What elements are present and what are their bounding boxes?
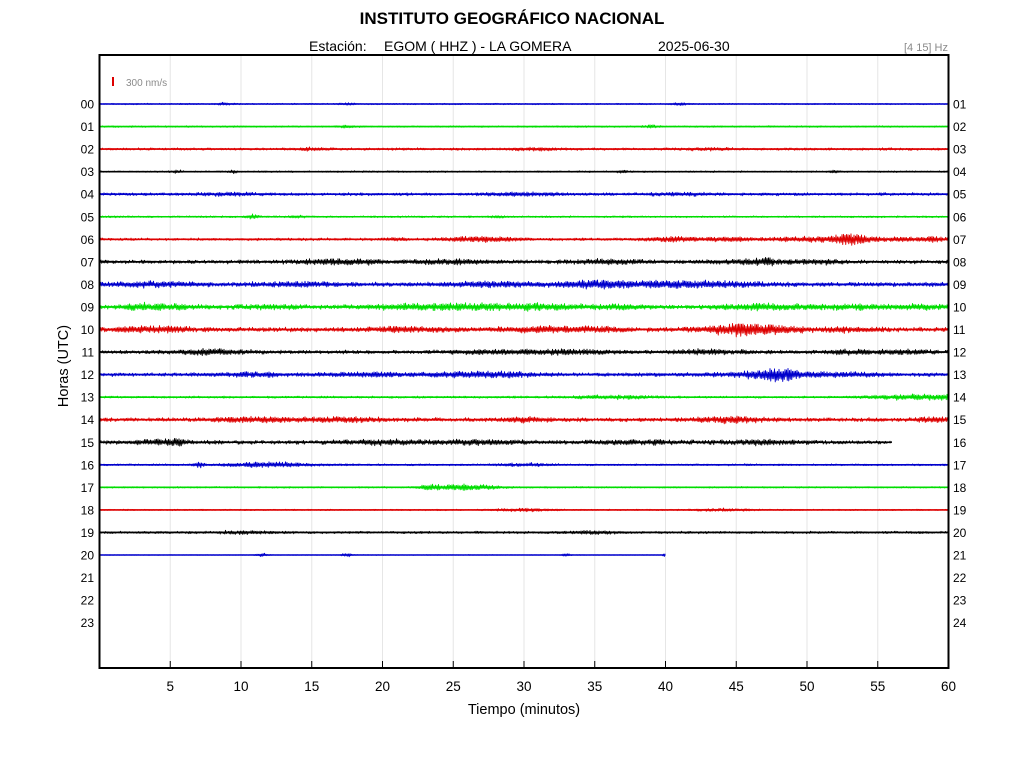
y-tick-label-left: 01: [81, 120, 95, 134]
y-tick-label-right: 09: [953, 278, 967, 292]
station-label: Estación:: [309, 38, 367, 54]
y-tick-label-left: 16: [81, 458, 95, 472]
x-axis-label: Tiempo (minutos): [468, 702, 580, 718]
y-tick-label-left: 08: [81, 278, 95, 292]
y-tick-label-right: 19: [953, 503, 967, 517]
y-tick-label-right: 21: [953, 549, 967, 563]
y-tick-label-right: 01: [953, 98, 967, 112]
y-tick-label-right: 16: [953, 436, 967, 450]
y-tick-label-right: 22: [953, 571, 967, 585]
x-tick-label: 60: [941, 679, 956, 694]
y-tick-label-left: 18: [81, 503, 95, 517]
x-tick-label: 10: [233, 679, 248, 694]
y-tick-label-right: 11: [953, 323, 966, 337]
y-tick-label-left: 20: [81, 549, 95, 563]
x-tick-label: 40: [658, 679, 673, 694]
y-tick-label-right: 06: [953, 210, 967, 224]
seismic-traces: [99, 101, 949, 558]
y-tick-label-left: 21: [81, 571, 95, 585]
y-tick-label-left: 09: [81, 300, 95, 314]
y-tick-label-right: 05: [953, 188, 967, 202]
y-tick-label-left: 14: [81, 413, 95, 427]
date-label: 2025-06-30: [658, 38, 730, 54]
y-tick-label-left: 23: [81, 616, 95, 630]
y-tick-label-right: 04: [953, 165, 967, 179]
x-tick-label: 20: [375, 679, 390, 694]
y-axis-right-ticks: 01 02 03 04 05 06 07 08 09 10 11 12 13 14 15 16 17 18 19 20…: [953, 98, 967, 631]
y-axis-label: Horas (UTC): [56, 325, 72, 407]
y-tick-label-right: 23: [953, 594, 967, 608]
y-tick-label-left: 03: [81, 165, 95, 179]
y-tick-label-left: 17: [81, 481, 95, 495]
y-tick-label-left: 00: [81, 98, 95, 112]
y-tick-label-left: 10: [81, 323, 95, 337]
plot-frame: [98, 54, 950, 669]
y-tick-label-left: 19: [81, 526, 95, 540]
x-tick-label: 50: [799, 679, 814, 694]
scale-label: 300 nm/s: [126, 78, 167, 89]
y-tick-label-right: 07: [953, 233, 967, 247]
y-tick-label-right: 14: [953, 391, 967, 405]
filter-band-label: [4 15] Hz: [903, 42, 948, 54]
y-tick-label-right: 24: [953, 616, 967, 630]
y-tick-label-left: 12: [81, 368, 95, 382]
y-tick-label-left: 05: [81, 210, 95, 224]
y-tick-label-right: 13: [953, 368, 967, 382]
x-tick-label: 45: [729, 679, 744, 694]
y-tick-label-right: 10: [953, 300, 967, 314]
scale-indicator: 300 nm/s: [112, 77, 167, 89]
y-tick-label-right: 12: [953, 346, 967, 360]
y-tick-label-left: 22: [81, 594, 95, 608]
y-tick-label-right: 15: [953, 413, 967, 427]
y-tick-label-left: 11: [82, 346, 95, 360]
x-axis-ticks: 5 10 15 20 25 30 35 40 45 50 55 60: [166, 661, 956, 694]
x-tick-label: 30: [516, 679, 531, 694]
y-axis-left-ticks: 00 01 02 03 04 05 06 07 08 09 10 11 12 13 14 15 16 17 18 19…: [81, 98, 95, 631]
x-tick-label: 55: [870, 679, 885, 694]
y-tick-label-left: 13: [81, 391, 95, 405]
station-name: EGOM ( HHZ ) - LA GOMERA: [384, 38, 572, 54]
y-tick-label-left: 04: [81, 188, 95, 202]
y-tick-label-right: 08: [953, 255, 967, 269]
y-tick-label-left: 06: [81, 233, 95, 247]
y-tick-label-left: 07: [81, 255, 95, 269]
y-tick-label-left: 15: [81, 436, 95, 450]
x-tick-label: 25: [446, 679, 461, 694]
chart-title: INSTITUTO GEOGRÁFICO NACIONAL: [359, 9, 665, 28]
y-tick-label-right: 03: [953, 143, 967, 157]
x-tick-label: 5: [166, 679, 174, 694]
y-tick-label-left: 02: [81, 143, 95, 157]
vertical-grid-lines: [169, 56, 879, 667]
y-tick-label-right: 17: [953, 458, 967, 472]
y-tick-label-right: 20: [953, 526, 967, 540]
y-tick-label-right: 02: [953, 120, 967, 134]
x-tick-label: 35: [587, 679, 602, 694]
y-tick-label-right: 18: [953, 481, 967, 495]
x-tick-label: 15: [304, 679, 319, 694]
